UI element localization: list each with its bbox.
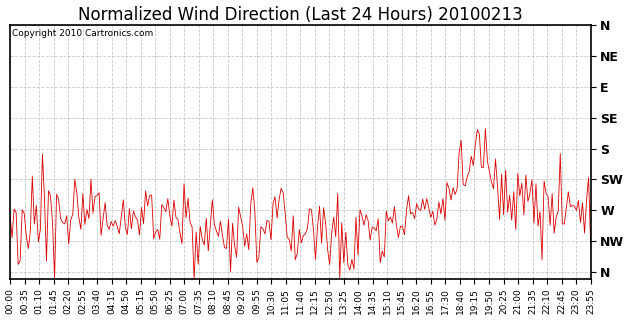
Text: Copyright 2010 Cartronics.com: Copyright 2010 Cartronics.com bbox=[12, 29, 153, 38]
Title: Normalized Wind Direction (Last 24 Hours) 20100213: Normalized Wind Direction (Last 24 Hours… bbox=[78, 5, 523, 24]
